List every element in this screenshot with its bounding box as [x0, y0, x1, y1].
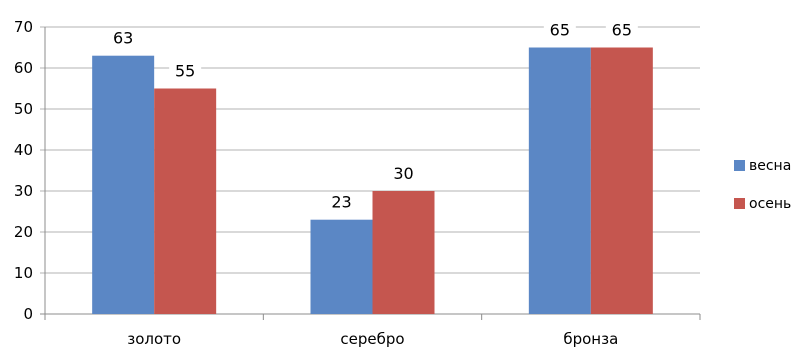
data-label: 55	[175, 62, 195, 81]
axes: 0 10 20 30 40 50 60 70 золото серебро бронза	[14, 18, 701, 348]
data-label: 65	[550, 21, 570, 40]
data-label: 65	[612, 21, 632, 40]
bar-осень	[154, 88, 217, 314]
y-tick-label: 50	[14, 100, 33, 118]
data-label-background	[169, 60, 202, 81]
y-tick-label: 10	[14, 264, 33, 282]
x-tick-label: бронза	[563, 330, 618, 348]
y-tick-label: 20	[14, 223, 33, 241]
y-tick-label: 40	[14, 141, 33, 159]
data-label-background	[107, 27, 140, 48]
y-tick-label: 60	[14, 59, 33, 77]
y-tick-label: 70	[14, 18, 33, 36]
y-tick-label: 30	[14, 182, 33, 200]
x-tick-label: серебро	[340, 330, 404, 348]
bar-весна	[92, 55, 155, 314]
bar-весна	[528, 47, 591, 314]
data-label-background	[543, 19, 576, 40]
bars	[92, 47, 653, 314]
x-tick-label: золото	[127, 330, 181, 348]
bar-осень	[372, 191, 435, 314]
legend-swatch	[734, 160, 745, 171]
legend-swatch	[734, 198, 745, 209]
bar-осень	[590, 47, 653, 314]
data-label-background	[325, 191, 358, 212]
bar-весна	[310, 219, 373, 314]
data-label-background	[605, 19, 638, 40]
y-tick-label: 0	[23, 305, 33, 323]
data-label: 23	[331, 193, 351, 212]
legend-label: осень	[749, 196, 791, 212]
data-label: 30	[393, 164, 413, 183]
legend-label: весна	[749, 158, 791, 174]
data-label: 63	[113, 29, 133, 48]
data-labels: 63 55 23 30 65 65	[107, 19, 638, 212]
legend: весна осень	[734, 158, 791, 212]
data-label-background	[387, 163, 420, 183]
